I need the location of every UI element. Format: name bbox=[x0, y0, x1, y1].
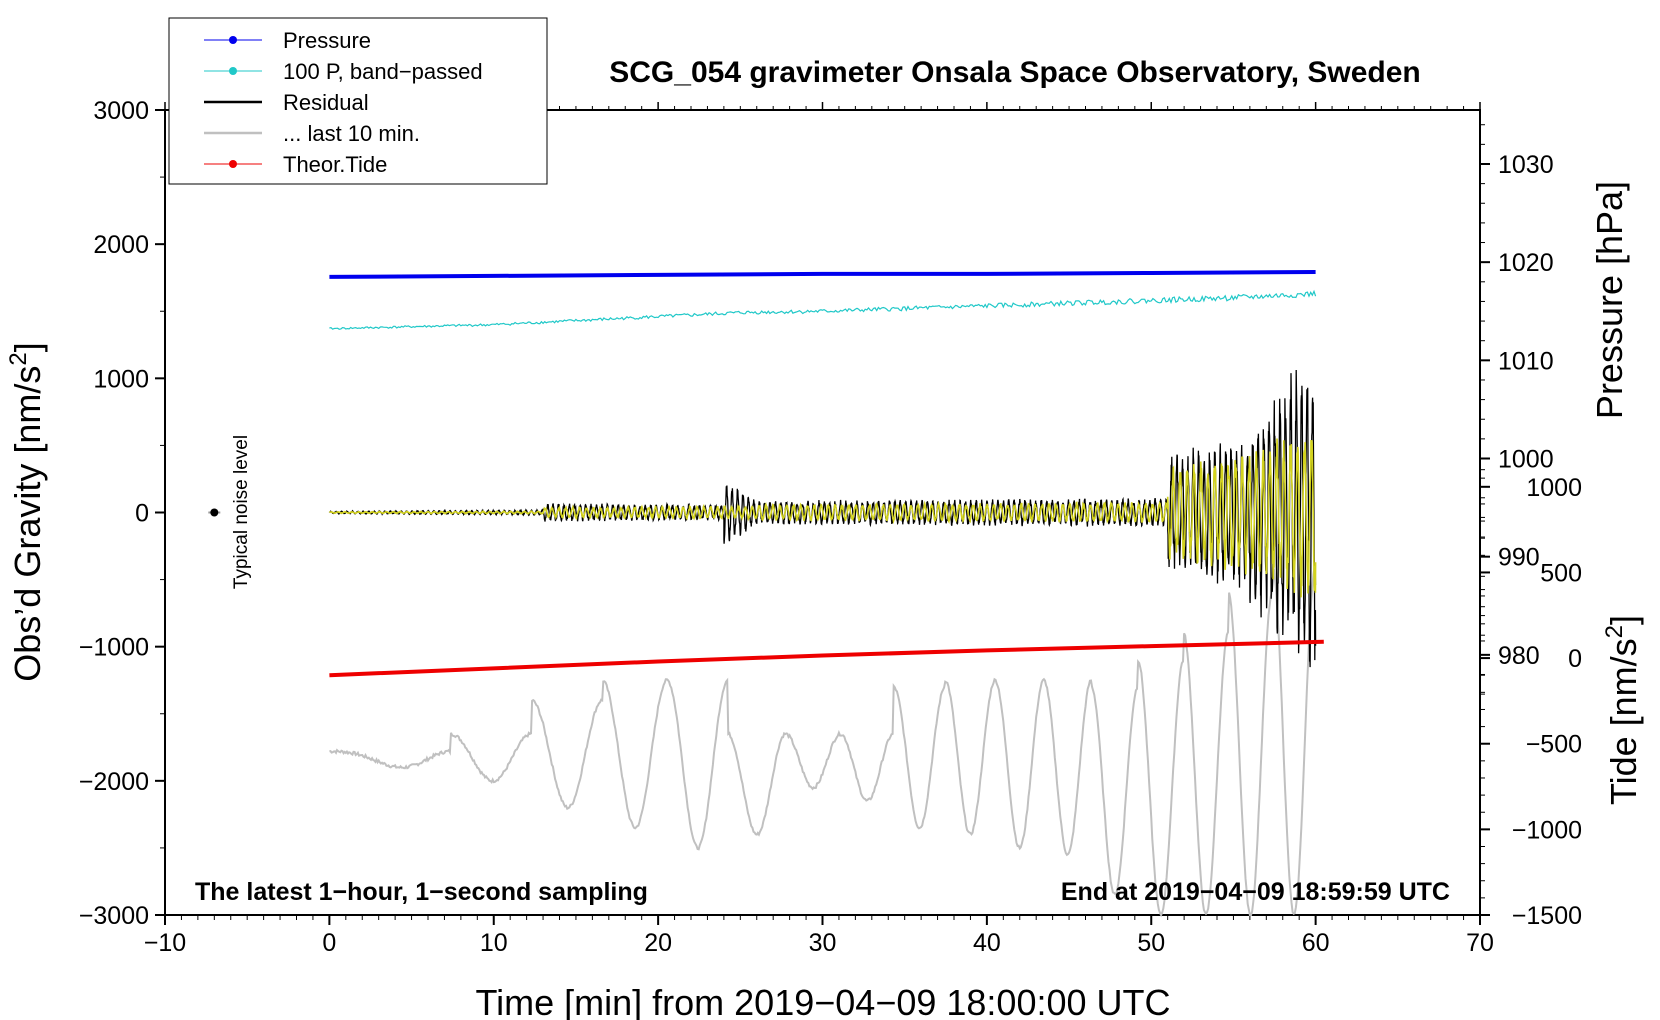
pressure-tick-label: 1000 bbox=[1498, 446, 1554, 474]
y-axis-label: Obs’d Gravity [nm/s2] bbox=[5, 342, 48, 681]
pressure-tick-label: 1010 bbox=[1498, 347, 1554, 375]
x-tick-label: 50 bbox=[1137, 929, 1165, 957]
tide-axis-ticks: −1500 −1000 −500 0 500 1000 bbox=[1480, 469, 1582, 930]
y-axis-ticks: −3000 −2000 −1000 0 1000 2000 3000 bbox=[79, 97, 165, 930]
tide-tick-label: −500 bbox=[1526, 731, 1582, 759]
residual-filtered-line bbox=[328, 438, 1317, 598]
x-axis-label: Time [min] from 2019−04−09 18:00:00 UTC bbox=[475, 982, 1170, 1020]
x-tick-label: 60 bbox=[1302, 929, 1330, 957]
pressure-axis-ticks: 980 990 1000 1010 1020 1030 bbox=[1480, 124, 1554, 695]
x-tick-label: 70 bbox=[1466, 929, 1494, 957]
pressure-tick-label: 1020 bbox=[1498, 249, 1554, 277]
pressure-tick-label: 980 bbox=[1498, 642, 1540, 670]
residual-line bbox=[328, 369, 1317, 668]
legend-marker bbox=[229, 160, 237, 168]
x-tick-label: −10 bbox=[144, 929, 186, 957]
y-tick-label: 1000 bbox=[93, 365, 149, 393]
x-axis-ticks: −10 0 10 20 30 40 50 60 70 bbox=[144, 102, 1494, 957]
tide-tick-label: 1000 bbox=[1526, 474, 1582, 502]
y-tick-label: −1000 bbox=[79, 634, 149, 662]
x-tick-label: 40 bbox=[973, 929, 1001, 957]
y-tick-label: 2000 bbox=[93, 231, 149, 259]
chart-title: SCG_054 gravimeter Onsala Space Observat… bbox=[609, 56, 1421, 89]
y-tick-label: −3000 bbox=[79, 902, 149, 930]
pressure-tick-label: 990 bbox=[1498, 544, 1540, 572]
pressure-line bbox=[329, 270, 1316, 279]
x-tick-label: 30 bbox=[809, 929, 837, 957]
x-tick-label: 0 bbox=[322, 929, 336, 957]
y-tick-label: −2000 bbox=[79, 768, 149, 796]
tide-tick-label: 500 bbox=[1540, 559, 1582, 587]
tide-tick-label: 0 bbox=[1568, 645, 1582, 673]
last-10-min-line bbox=[329, 566, 1317, 918]
legend-label: Pressure bbox=[283, 28, 371, 53]
pressure-tick-label: 1030 bbox=[1498, 151, 1554, 179]
legend: Pressure 100 P, band−passed Residual ... la… bbox=[168, 17, 548, 185]
band-passed-pressure-line bbox=[329, 289, 1317, 330]
legend-marker bbox=[229, 36, 237, 44]
noise-marker bbox=[210, 508, 219, 517]
tide-tick-label: −1000 bbox=[1512, 816, 1582, 844]
tide-axis-label: Tide [nm/s2] bbox=[1601, 615, 1644, 805]
legend-label: ... last 10 min. bbox=[283, 121, 420, 146]
x-tick-label: 10 bbox=[480, 929, 508, 957]
end-time-note: End at 2019−04−09 18:59:59 UTC bbox=[1061, 878, 1450, 906]
legend-label: Theor.Tide bbox=[283, 152, 387, 177]
theoretical-tide-line bbox=[329, 639, 1324, 678]
pressure-axis-label: Pressure [hPa] bbox=[1589, 181, 1630, 419]
y-tick-label: 0 bbox=[135, 500, 149, 528]
legend-label: Residual bbox=[283, 90, 369, 115]
tide-tick-label: −1500 bbox=[1512, 902, 1582, 930]
x-tick-label: 20 bbox=[644, 929, 672, 957]
data-series bbox=[208, 270, 1324, 918]
legend-marker bbox=[229, 67, 237, 75]
legend-label: 100 P, band−passed bbox=[283, 59, 483, 84]
y-tick-label: 3000 bbox=[93, 97, 149, 125]
sampling-note: The latest 1−hour, 1−second sampling bbox=[195, 878, 648, 906]
noise-level-label: Typical noise level bbox=[231, 435, 252, 589]
